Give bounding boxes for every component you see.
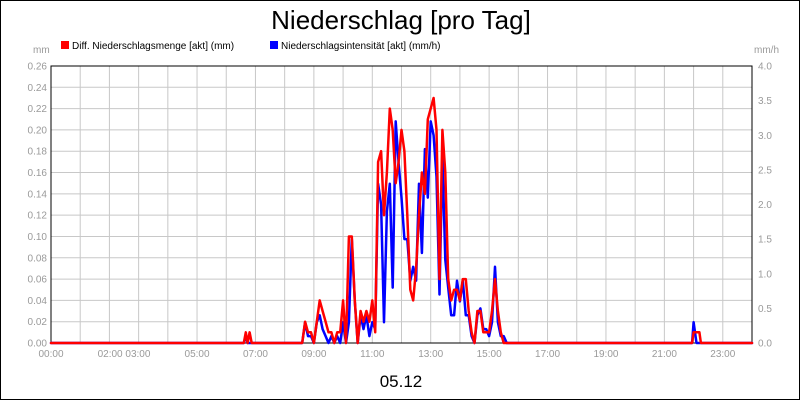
chart-title: Niederschlag [pro Tag]: [271, 5, 531, 35]
x-axis-tick-label: 13:00: [418, 349, 443, 360]
left-axis-unit: mm: [33, 45, 50, 56]
series-line-precipitation-amount: [49, 96, 754, 345]
left-axis-tick-label: 0.06: [28, 275, 48, 286]
left-axis-tick-label: 0.00: [28, 339, 48, 350]
right-axis-tick-label: 1.5: [758, 235, 772, 246]
left-axis-tick-label: 0.10: [28, 232, 48, 243]
left-axis-tick-label: 0.24: [28, 83, 48, 94]
x-axis-tick-label: 09:00: [301, 349, 326, 360]
right-axis-unit: mm/h: [754, 45, 779, 56]
right-axis-tick-label: 2.0: [758, 200, 772, 211]
x-axis-tick-label: 11:00: [360, 349, 385, 360]
x-axis-tick-label: 21:00: [652, 349, 677, 360]
right-axis-tick-label: 4.0: [758, 62, 772, 73]
legend-label-precipitation-amount: Diff. Niederschlagsmenge [akt] (mm): [72, 41, 234, 52]
right-axis-tick-label: 1.0: [758, 269, 772, 280]
left-axis-tick-label: 0.04: [28, 296, 48, 307]
x-axis-tick-label: 23:00: [710, 349, 735, 360]
left-axis-tick-label: 0.16: [28, 168, 48, 179]
right-axis-tick-label: 2.5: [758, 165, 772, 176]
legend-label-precipitation-intensity: Niederschlagsintensität [akt] (mm/h): [281, 41, 441, 52]
x-axis-tick-label: 19:00: [593, 349, 618, 360]
right-axis-tick-label: 3.0: [758, 131, 772, 142]
x-axis-tick-label: 17:00: [535, 349, 560, 360]
x-axis-tick-label: 02:00 03:00: [98, 349, 151, 360]
x-axis-tick-label: 15:00: [477, 349, 502, 360]
grid: [50, 65, 753, 344]
left-axis-tick-label: 0.12: [28, 211, 48, 222]
left-axis-tick-label: 0.20: [28, 125, 48, 136]
legend: Diff. Niederschlagsmenge [akt] (mm) Nied…: [61, 41, 441, 52]
left-axis-tick-label: 0.02: [28, 317, 48, 328]
right-axis-tick-label: 0.5: [758, 304, 772, 315]
left-axis-tick-label: 0.14: [28, 189, 48, 200]
left-axis-tick-label: 0.26: [28, 62, 48, 73]
right-axis-tick-label: 3.5: [758, 96, 772, 107]
right-axis-tick-label: 0.0: [758, 339, 772, 350]
legend-swatch-precipitation-intensity: [270, 41, 278, 49]
series-layer: [49, 96, 754, 345]
legend-swatch-precipitation-amount: [61, 41, 69, 49]
axes: 0.00 0.02 0.04 0.06 0.08 0.10 0.12 0.14 0.16 0.18…: [28, 62, 773, 361]
x-axis-tick-label: 07:00: [243, 349, 268, 360]
left-axis-tick-label: 0.22: [28, 104, 48, 115]
x-axis-tick-label: 05:00: [185, 349, 210, 360]
date-label: 05.12: [380, 372, 423, 391]
left-axis-tick-label: 0.18: [28, 147, 48, 158]
left-axis-tick-label: 0.08: [28, 253, 48, 264]
x-axis-tick-label: 00:00: [38, 349, 63, 360]
plot-border: [50, 65, 753, 344]
